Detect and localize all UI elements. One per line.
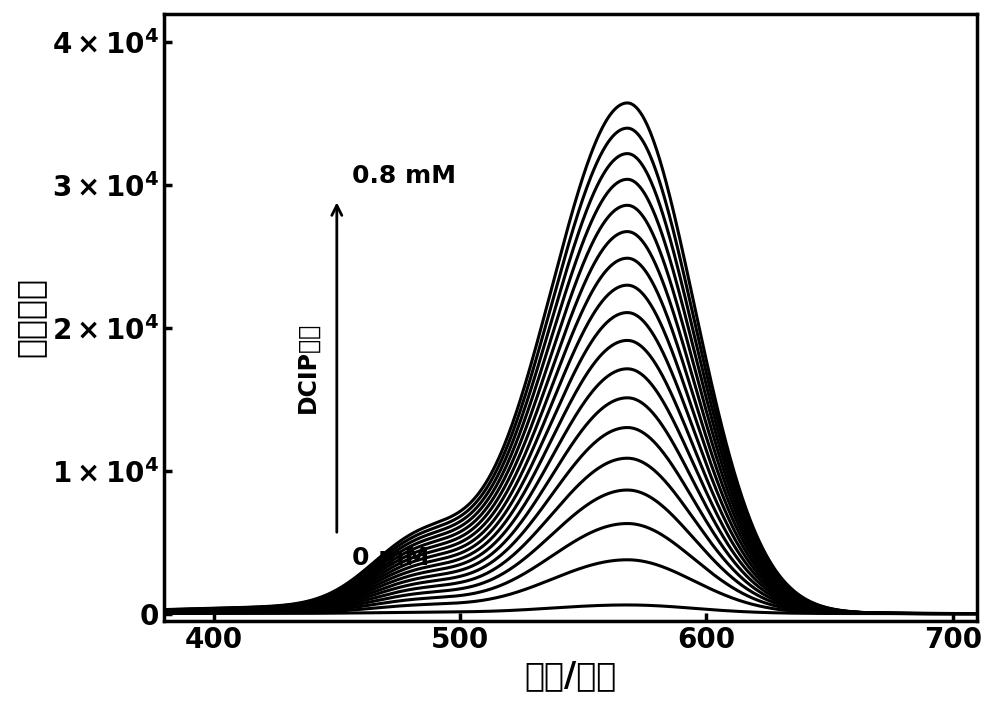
X-axis label: 波长/纳米: 波长/纳米 xyxy=(524,659,617,692)
Text: DCIP浓度: DCIP浓度 xyxy=(295,322,319,413)
Y-axis label: 荧光强度: 荧光强度 xyxy=(14,277,47,357)
Text: 0 mM: 0 mM xyxy=(352,546,429,570)
Text: 0.8 mM: 0.8 mM xyxy=(352,164,456,188)
